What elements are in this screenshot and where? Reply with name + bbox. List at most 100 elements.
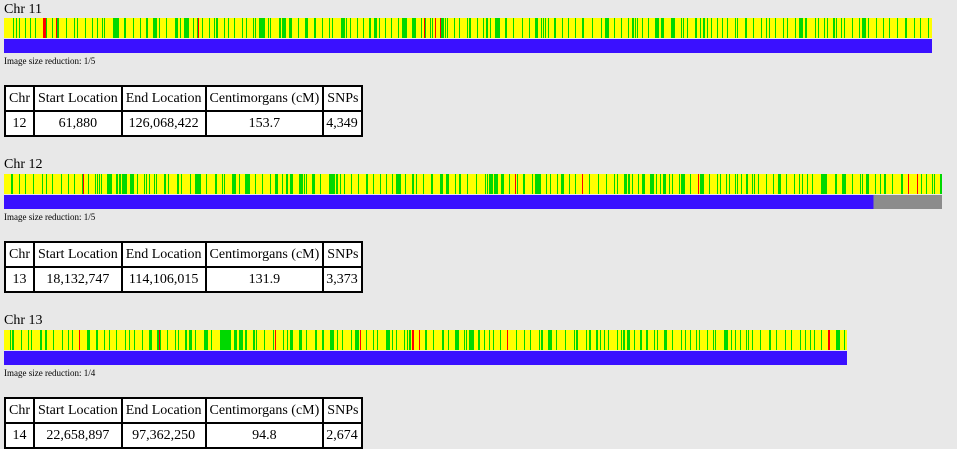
snp-match-mark bbox=[332, 18, 333, 38]
snp-match-mark bbox=[416, 174, 417, 194]
snp-match-mark bbox=[190, 174, 191, 194]
snp-match-mark bbox=[926, 174, 927, 194]
snp-match-mark bbox=[403, 18, 407, 38]
snp-match-mark bbox=[642, 18, 643, 38]
snp-match-mark bbox=[276, 174, 278, 194]
snp-match-mark bbox=[397, 174, 401, 194]
snp-match-mark bbox=[414, 18, 415, 38]
snp-match-mark bbox=[19, 18, 20, 38]
snp-match-mark bbox=[477, 18, 478, 38]
snp-match-mark bbox=[866, 174, 869, 194]
snp-match-mark bbox=[246, 18, 247, 38]
snp-match-mark bbox=[748, 330, 749, 350]
snp-match-mark bbox=[402, 18, 403, 38]
snp-match-mark bbox=[825, 174, 826, 194]
snp-match-mark bbox=[68, 330, 69, 350]
snp-match-mark bbox=[146, 18, 147, 38]
snp-match-mark bbox=[95, 174, 96, 194]
table-header-row: Chr Start Location End Location Centimor… bbox=[4, 85, 364, 112]
snp-match-mark bbox=[144, 174, 145, 194]
snp-match-mark bbox=[101, 174, 102, 194]
col-cm: Centimorgans (cM) bbox=[204, 397, 325, 424]
snp-match-mark bbox=[369, 18, 370, 38]
snp-match-mark bbox=[447, 18, 448, 38]
snp-match-mark bbox=[74, 174, 75, 194]
snp-match-mark bbox=[178, 174, 179, 194]
snp-match-mark bbox=[193, 18, 194, 38]
snp-match-mark bbox=[654, 330, 655, 350]
snp-match-mark bbox=[366, 330, 367, 350]
snp-match-mark bbox=[153, 18, 157, 38]
snp-match-mark bbox=[12, 330, 13, 350]
snp-match-mark bbox=[773, 174, 774, 194]
snp-match-mark bbox=[791, 330, 792, 350]
snp-match-mark bbox=[166, 18, 167, 38]
snp-match-mark bbox=[167, 330, 168, 350]
snp-match-mark bbox=[554, 18, 556, 38]
snp-match-mark bbox=[483, 18, 484, 38]
snp-match-mark bbox=[617, 174, 618, 194]
snp-match-mark bbox=[805, 18, 806, 38]
snp-match-mark bbox=[298, 18, 299, 38]
snp-match-mark bbox=[902, 174, 903, 194]
snp-match-mark bbox=[306, 330, 307, 350]
snp-match-mark bbox=[341, 18, 342, 38]
snp-match-mark bbox=[841, 18, 842, 38]
snp-match-mark bbox=[681, 18, 682, 38]
cell-start: 18,132,747 bbox=[33, 266, 123, 293]
snp-match-mark bbox=[66, 18, 67, 38]
snp-match-mark bbox=[883, 18, 884, 38]
snp-match-mark bbox=[695, 18, 696, 38]
snp-mismatch-mark bbox=[515, 174, 516, 194]
snp-match-mark bbox=[827, 18, 828, 38]
snp-match-mark bbox=[337, 174, 338, 194]
snp-match-mark bbox=[299, 174, 302, 194]
snp-match-mark bbox=[770, 330, 771, 350]
snp-match-mark bbox=[562, 18, 563, 38]
snp-match-mark bbox=[433, 330, 434, 350]
snp-match-mark bbox=[638, 174, 639, 194]
snp-match-mark bbox=[154, 174, 155, 194]
snp-mismatch-mark bbox=[419, 330, 420, 350]
cell-chr: 12 bbox=[4, 110, 35, 137]
snp-match-mark bbox=[814, 330, 815, 350]
table-header-row: Chr Start Location End Location Centimor… bbox=[4, 397, 364, 424]
snp-match-mark bbox=[234, 18, 235, 38]
snp-match-mark bbox=[97, 18, 98, 38]
snp-match-mark bbox=[539, 330, 540, 350]
snp-match-mark bbox=[455, 330, 459, 350]
snp-match-mark bbox=[862, 18, 863, 38]
snp-match-mark bbox=[185, 330, 187, 350]
snp-match-mark bbox=[509, 174, 510, 194]
snp-match-mark bbox=[621, 18, 622, 38]
snp-match-mark bbox=[117, 174, 118, 194]
col-start: Start Location bbox=[33, 85, 123, 112]
snp-match-mark bbox=[108, 174, 112, 194]
snp-match-mark bbox=[598, 174, 599, 194]
snp-match-mark bbox=[812, 174, 813, 194]
snp-match-mark bbox=[30, 18, 31, 38]
snp-match-mark bbox=[758, 174, 759, 194]
snp-match-mark bbox=[431, 174, 432, 194]
snp-match-mark bbox=[727, 18, 728, 38]
snp-match-mark bbox=[860, 174, 861, 194]
col-snps: SNPs bbox=[322, 85, 364, 112]
snp-match-mark bbox=[711, 18, 712, 38]
snp-match-mark bbox=[255, 18, 256, 38]
snp-match-mark bbox=[140, 18, 141, 38]
snp-match-mark bbox=[289, 18, 292, 38]
snp-match-mark bbox=[557, 174, 558, 194]
chromosome-13-size-reduction: Image size reduction: 1/4 bbox=[4, 368, 96, 378]
snp-match-mark bbox=[443, 330, 444, 350]
snp-match-mark bbox=[283, 330, 284, 350]
snp-match-mark bbox=[589, 330, 591, 350]
snp-match-mark bbox=[425, 18, 426, 38]
snp-match-mark bbox=[717, 18, 718, 38]
snp-match-mark bbox=[322, 330, 323, 350]
snp-match-mark bbox=[469, 18, 470, 38]
snp-match-mark bbox=[351, 330, 352, 350]
snp-match-mark bbox=[576, 330, 577, 350]
snp-match-mark bbox=[370, 18, 371, 38]
snp-match-mark bbox=[380, 174, 381, 194]
snp-match-mark bbox=[392, 330, 393, 350]
